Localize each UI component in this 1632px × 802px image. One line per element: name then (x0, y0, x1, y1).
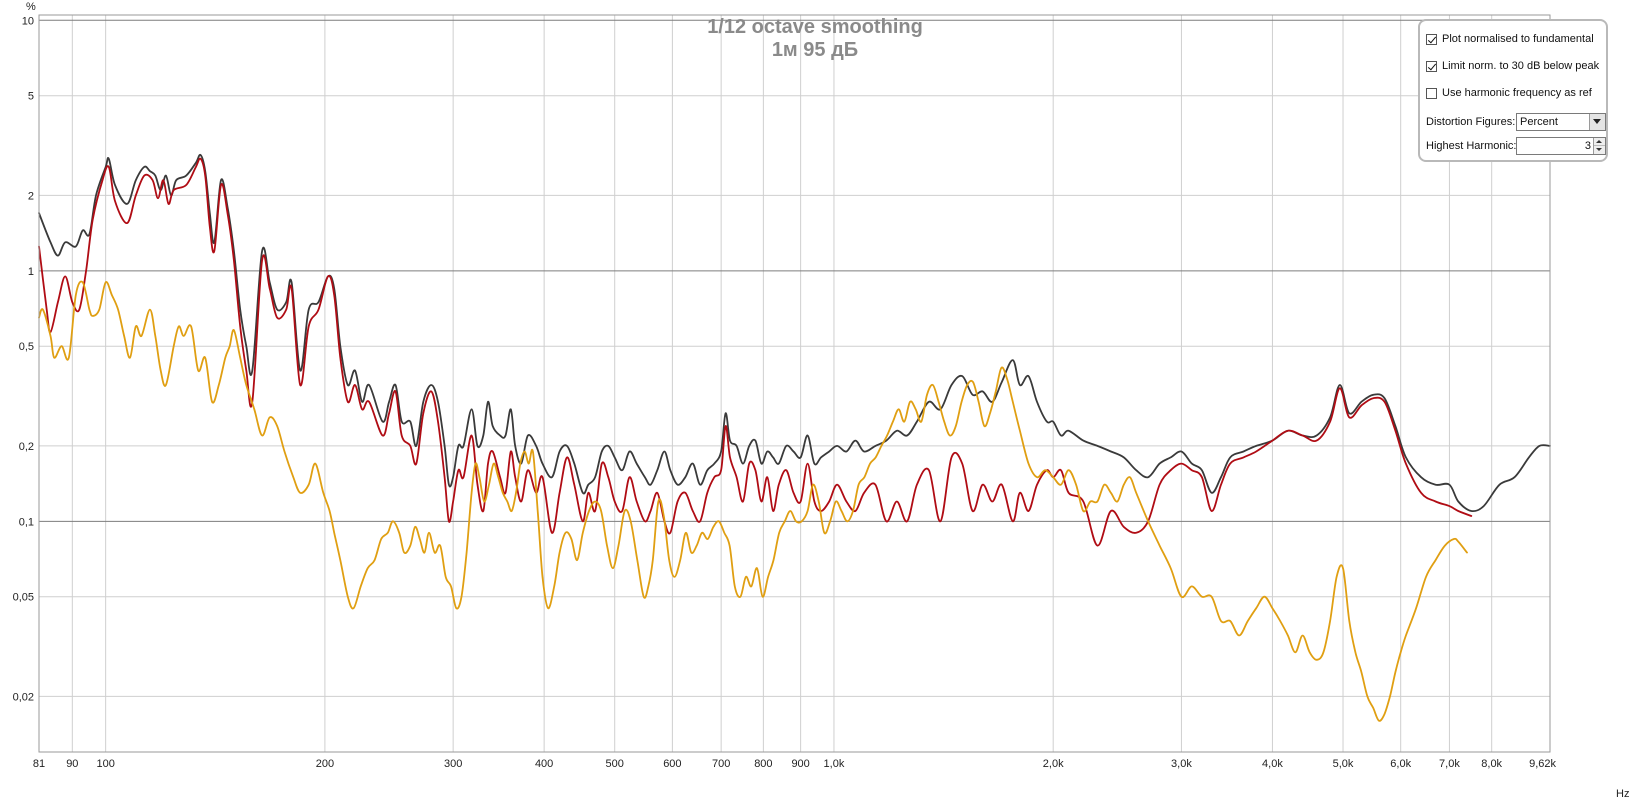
highest-harmonic-stepper[interactable]: 3 (1516, 137, 1606, 155)
x-tick-label: 6,0k (1390, 758, 1411, 770)
series-line-1 (38, 153, 1551, 513)
x-tick-label: 4,0k (1262, 758, 1283, 770)
y-tick-label: 0,5 (19, 341, 34, 353)
x-tick-label: 9,62k (1529, 758, 1556, 770)
highest-harmonic-label: Highest Harmonic: (1426, 140, 1517, 152)
x-tick-label: 100 (96, 758, 114, 770)
limit-label: Limit norm. to 30 dB below peak (1442, 60, 1600, 72)
grid (39, 15, 1550, 752)
y-tick-label: 1 (28, 266, 34, 278)
highest-harmonic-value: 3 (1584, 140, 1591, 152)
y-tick-label: 0,1 (19, 516, 34, 528)
distortion-figures-select[interactable]: Percent (1516, 113, 1606, 131)
x-tick-label: 3,0k (1171, 758, 1192, 770)
x-tick-label: 90 (66, 758, 78, 770)
limit-option[interactable]: Limit norm. to 30 dB below peak (1426, 60, 1599, 72)
y-tick-label: 0,05 (13, 592, 34, 604)
x-axis-ticks: 81 90 100 200 300 400 500 600 700 800 900 1,0k 2,0k 3… (33, 758, 1557, 770)
x-tick-label: 1,0k (824, 758, 845, 770)
series-line-3 (38, 280, 1468, 722)
harmonic-ref-checkbox[interactable] (1426, 87, 1437, 99)
y-tick-label: 0,02 (13, 691, 34, 703)
y-tick-label: 10 (22, 15, 34, 27)
x-tick-label: 8,0k (1481, 758, 1502, 770)
x-tick-label: 600 (663, 758, 681, 770)
stepper-up-icon[interactable] (1594, 138, 1605, 146)
x-tick-label: 400 (535, 758, 553, 770)
limit-checkbox[interactable] (1426, 60, 1437, 72)
x-tick-label: 800 (754, 758, 772, 770)
x-tick-label: 900 (791, 758, 809, 770)
x-tick-label: 81 (33, 758, 45, 770)
options-panel: Plot normalised to fundamental Limit nor… (1418, 19, 1608, 162)
plot-frame (38, 14, 1551, 753)
highest-harmonic-row: Highest Harmonic: 3 (1426, 137, 1606, 155)
y-tick-label: 5 (28, 91, 34, 103)
distortion-figures-value: Percent (1520, 116, 1558, 128)
x-tick-label: 500 (606, 758, 624, 770)
chart-title: 1/12 octave smoothing (707, 16, 923, 38)
normalise-checkbox[interactable] (1426, 33, 1437, 45)
series-lines (38, 153, 1551, 722)
harmonic-ref-option[interactable]: Use harmonic frequency as ref (1426, 87, 1592, 99)
x-tick-label: 700 (712, 758, 730, 770)
chart-subtitle: 1м 95 дБ (772, 39, 858, 61)
distortion-figures-label: Distortion Figures: (1426, 116, 1516, 128)
x-tick-label: 7,0k (1439, 758, 1460, 770)
normalise-option[interactable]: Plot normalised to fundamental (1426, 33, 1594, 45)
y-axis-unit-label: % (26, 1, 36, 13)
harmonic-ref-label: Use harmonic frequency as ref (1442, 87, 1592, 99)
y-tick-label: 0,2 (19, 441, 34, 453)
x-tick-label: 2,0k (1043, 758, 1064, 770)
stepper-down-icon[interactable] (1594, 146, 1605, 154)
chevron-down-icon[interactable] (1589, 114, 1605, 130)
stepper-buttons (1593, 138, 1605, 154)
normalise-label: Plot normalised to fundamental (1442, 33, 1594, 45)
x-tick-label: 300 (444, 758, 462, 770)
x-tick-label: 200 (316, 758, 334, 770)
y-axis-ticks: 10 5 2 1 0,5 0,2 0,1 0,05 0,02 (13, 15, 34, 703)
distortion-figures-row: Distortion Figures: Percent (1426, 113, 1606, 131)
y-tick-label: 2 (28, 190, 34, 202)
x-tick-label: 5,0k (1333, 758, 1354, 770)
x-axis-unit-label: Hz (1616, 788, 1629, 800)
series-line-2 (38, 157, 1473, 547)
